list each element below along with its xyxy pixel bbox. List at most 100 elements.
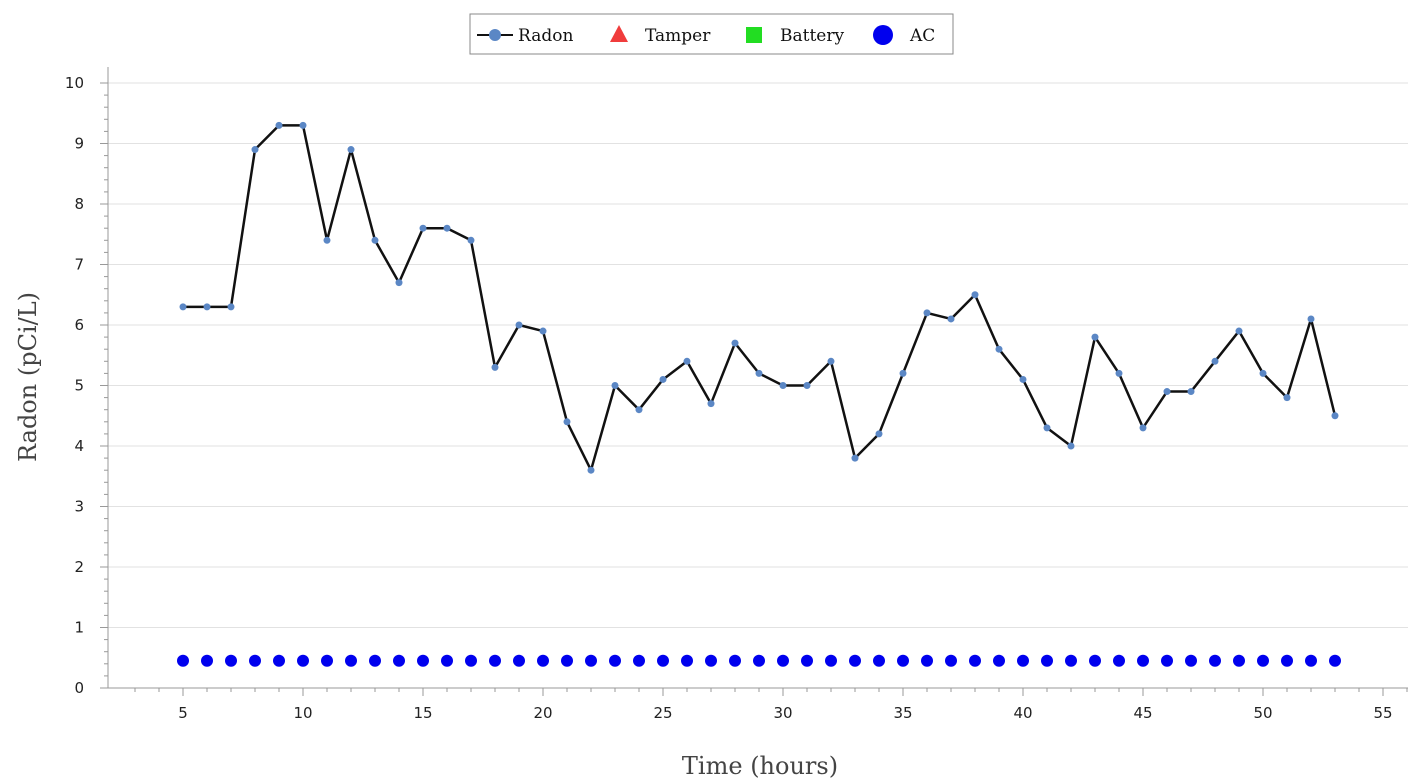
radon-point bbox=[563, 418, 571, 426]
y-tick-label: 6 bbox=[74, 316, 84, 334]
ac-point bbox=[417, 654, 429, 667]
ac-point bbox=[369, 654, 381, 667]
radon-point bbox=[731, 339, 739, 347]
radon-point bbox=[1115, 369, 1123, 377]
radon-point bbox=[851, 454, 859, 462]
legend-tamper-triangle-icon bbox=[610, 25, 628, 42]
x-tick-label: 15 bbox=[413, 704, 432, 722]
radon-point bbox=[803, 382, 811, 389]
radon-point bbox=[227, 303, 235, 311]
radon-point bbox=[1043, 424, 1051, 432]
ac-point bbox=[729, 654, 741, 667]
x-tick-label: 25 bbox=[653, 704, 672, 722]
radon-point bbox=[251, 146, 259, 154]
radon-point bbox=[899, 369, 907, 377]
ac-point bbox=[513, 654, 525, 667]
radon-point bbox=[395, 279, 403, 287]
ac-point bbox=[1161, 654, 1173, 667]
ac-point bbox=[849, 654, 861, 667]
ac-point bbox=[1305, 654, 1317, 667]
radon-point bbox=[1259, 369, 1267, 377]
radon-point bbox=[1307, 315, 1315, 323]
ac-point bbox=[321, 654, 333, 667]
radon-point bbox=[587, 466, 595, 474]
radon-point bbox=[1163, 388, 1171, 396]
x-tick-label: 40 bbox=[1013, 704, 1032, 722]
radon-point bbox=[347, 146, 355, 154]
y-tick-label: 1 bbox=[74, 619, 84, 637]
ac-point bbox=[945, 654, 957, 667]
radon-point bbox=[1187, 388, 1195, 396]
y-tick-label: 4 bbox=[74, 437, 84, 455]
ac-point bbox=[1017, 654, 1029, 667]
radon-point bbox=[371, 236, 379, 244]
radon-point bbox=[611, 382, 619, 389]
ac-point bbox=[993, 654, 1005, 667]
radon-point bbox=[1331, 412, 1339, 420]
ac-point bbox=[801, 654, 813, 667]
legend-radon-marker-icon bbox=[489, 29, 501, 41]
legend-item-ac: AC bbox=[873, 25, 935, 46]
ac-point bbox=[249, 654, 261, 667]
ac-point bbox=[1185, 654, 1197, 667]
ac-point bbox=[345, 654, 357, 667]
ac-point bbox=[609, 654, 621, 667]
ac-point bbox=[633, 654, 645, 667]
y-tick-label: 7 bbox=[74, 256, 84, 274]
x-tick-label: 20 bbox=[533, 704, 552, 722]
ac-point bbox=[1065, 654, 1077, 667]
x-axis-title: Time (hours) bbox=[682, 752, 838, 780]
radon-point bbox=[275, 121, 283, 129]
x-tick-label: 5 bbox=[178, 704, 188, 722]
radon-point bbox=[659, 375, 667, 383]
ac-point bbox=[537, 654, 549, 667]
legend-battery-label: Battery bbox=[780, 26, 844, 46]
ac-point bbox=[1281, 654, 1293, 667]
ac-point bbox=[1257, 654, 1269, 667]
radon-point bbox=[539, 327, 547, 335]
ac-point bbox=[489, 654, 501, 667]
radon-point bbox=[875, 430, 883, 438]
ac-point bbox=[825, 654, 837, 667]
ac-point bbox=[465, 654, 477, 667]
radon-point bbox=[1211, 357, 1219, 365]
radon-point bbox=[515, 321, 523, 329]
ac-point bbox=[393, 654, 405, 667]
radon-point bbox=[827, 357, 835, 365]
ac-point bbox=[225, 654, 237, 667]
radon-point bbox=[179, 303, 187, 311]
radon-point bbox=[635, 406, 643, 414]
ac-point bbox=[561, 654, 573, 667]
radon-point bbox=[755, 369, 763, 377]
legend-box bbox=[469, 13, 954, 55]
radon-point bbox=[419, 224, 427, 232]
ac-point bbox=[897, 654, 909, 667]
ac-point bbox=[1209, 654, 1221, 667]
legend-radon-label: Radon bbox=[518, 26, 573, 46]
y-axis-title: Radon (pCi/L) bbox=[14, 292, 42, 462]
radon-point bbox=[1067, 442, 1075, 450]
y-tick-label: 8 bbox=[74, 195, 84, 213]
x-tick-label: 45 bbox=[1133, 704, 1152, 722]
ac-point bbox=[1041, 654, 1053, 667]
radon-series-line bbox=[183, 124, 1337, 472]
ac-point bbox=[777, 654, 789, 667]
ac-point bbox=[273, 654, 285, 667]
legend-ac-circle-icon bbox=[873, 25, 893, 45]
y-tick-label: 2 bbox=[74, 558, 84, 576]
radon-point bbox=[995, 345, 1003, 353]
radon-point bbox=[323, 236, 331, 244]
radon-point bbox=[947, 315, 955, 323]
radon-point bbox=[467, 236, 475, 244]
radon-point bbox=[707, 400, 715, 408]
ac-point bbox=[1329, 654, 1341, 667]
ac-point bbox=[1089, 654, 1101, 667]
legend: Radon Tamper Battery AC bbox=[469, 13, 954, 55]
ac-point bbox=[705, 654, 717, 667]
series-layer bbox=[177, 121, 1341, 667]
radon-point bbox=[779, 382, 787, 389]
ac-point bbox=[657, 654, 669, 667]
x-tick-label: 35 bbox=[893, 704, 912, 722]
radon-point bbox=[1235, 327, 1243, 335]
